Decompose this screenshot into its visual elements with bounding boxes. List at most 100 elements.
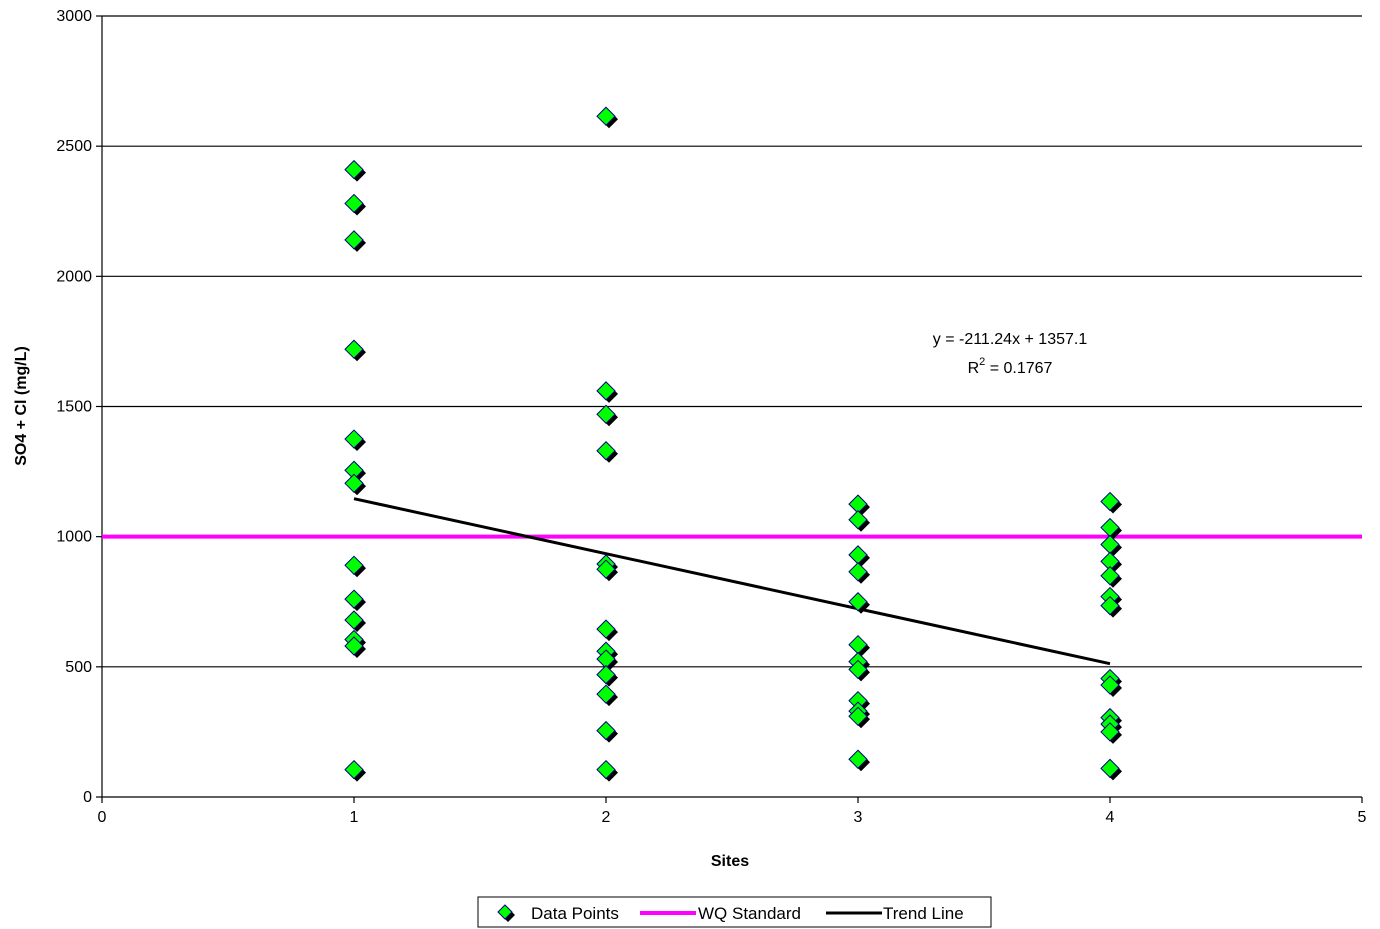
- marker-face: [497, 904, 513, 920]
- legend-label-wq-standard: WQ Standard: [698, 904, 801, 923]
- trend-line: [353, 497, 1111, 666]
- r2-prefix: R: [968, 360, 980, 377]
- legend-label-data-points: Data Points: [531, 904, 619, 923]
- x-tick-label-3: 3: [854, 809, 863, 826]
- y-tick-label-1500: 1500: [56, 399, 92, 416]
- x-tick-label-2: 2: [602, 809, 611, 826]
- marker-face: [344, 159, 364, 180]
- data-point: [1100, 517, 1122, 540]
- marker-face: [344, 429, 364, 449]
- marker-face: [344, 759, 364, 780]
- data-point: [596, 619, 618, 642]
- marker-face: [596, 684, 616, 704]
- data-point: [344, 159, 366, 182]
- data-point: [596, 559, 618, 582]
- marker-face: [596, 441, 616, 461]
- data-point: [596, 381, 618, 403]
- marker-face: [596, 381, 616, 401]
- trend-equation-annotation: y = -211.24x + 1357.1 R2 = 0.1767: [933, 331, 1088, 377]
- marker-face: [1100, 722, 1120, 742]
- marker-face: [1100, 758, 1120, 779]
- legend-marker-diamond: [497, 904, 515, 922]
- data-point: [344, 193, 366, 216]
- legend-item-trend-line: Trend Line: [826, 904, 964, 923]
- data-point: [848, 592, 870, 614]
- data-point: [596, 404, 618, 427]
- y-axis-title: SO4 + Cl (mg/L): [13, 346, 30, 466]
- legend-box: [477, 896, 992, 928]
- marker-face: [596, 559, 616, 579]
- marker-face: [848, 749, 868, 769]
- data-point: [596, 684, 618, 707]
- data-point: [1100, 722, 1122, 744]
- gridlines: [102, 15, 1362, 668]
- marker-face: [848, 706, 868, 727]
- marker-face: [596, 619, 616, 639]
- marker-face: [344, 230, 364, 250]
- y-tick-label-2000: 2000: [56, 268, 92, 285]
- marker-face: [848, 510, 868, 530]
- data-point: [848, 510, 870, 532]
- data-point: [344, 473, 366, 496]
- marker-face: [344, 339, 364, 359]
- marker-face: [596, 404, 616, 425]
- legend-item-data-points: Data Points: [497, 904, 619, 923]
- data-points: [344, 106, 1122, 782]
- data-point: [1100, 758, 1122, 781]
- data-point: [848, 706, 870, 729]
- data-point: [1100, 534, 1122, 557]
- data-point: [596, 664, 618, 687]
- data-point: [1100, 595, 1122, 618]
- marker-face: [344, 610, 364, 630]
- marker-face: [848, 562, 868, 582]
- marker-face: [1100, 675, 1120, 695]
- marker-face: [596, 664, 616, 685]
- marker-face: [344, 193, 364, 214]
- marker-face: [344, 589, 364, 609]
- marker-face: [344, 555, 364, 576]
- marker-face: [344, 473, 364, 494]
- legend-diamond-marker: [497, 904, 515, 922]
- data-point: [596, 106, 618, 129]
- marker-face: [1100, 491, 1120, 512]
- x-tick-label-0: 0: [98, 809, 107, 826]
- y-tick-label-2500: 2500: [56, 138, 92, 155]
- marker-face: [1100, 595, 1120, 616]
- r-squared-label: R2 = 0.1767: [968, 356, 1053, 377]
- marker-face: [1100, 566, 1120, 586]
- legend-label-trend-line: Trend Line: [883, 904, 964, 923]
- marker-face: [344, 636, 364, 656]
- data-point: [596, 720, 618, 743]
- data-point: [344, 339, 366, 362]
- trend-equation: y = -211.24x + 1357.1: [933, 331, 1088, 348]
- data-point: [344, 589, 366, 612]
- y-tick-label-0: 0: [83, 789, 92, 806]
- marker-face: [848, 659, 868, 680]
- data-point: [344, 759, 366, 782]
- x-tick-label-4: 4: [1106, 809, 1115, 826]
- data-point: [1100, 491, 1122, 514]
- axes: [96, 15, 1363, 803]
- legend-item-wq-standard: WQ Standard: [640, 904, 801, 923]
- legend: Data Points WQ Standard Trend Line: [477, 896, 992, 928]
- data-point: [344, 636, 366, 659]
- y-tick-label-1000: 1000: [56, 529, 92, 546]
- marker-face: [848, 592, 868, 612]
- y-tick-label-3000: 3000: [56, 8, 92, 25]
- data-point: [344, 230, 366, 252]
- x-tick-label-5: 5: [1358, 809, 1367, 826]
- data-point: [848, 562, 870, 584]
- r2-value: = 0.1767: [985, 360, 1052, 377]
- marker-face: [596, 106, 616, 126]
- series-lines: [102, 497, 1362, 666]
- data-point: [596, 759, 618, 782]
- x-tick-label-1: 1: [350, 809, 359, 826]
- data-point: [848, 659, 870, 682]
- data-point: [596, 441, 618, 463]
- marker-face: [596, 759, 616, 780]
- data-point: [344, 429, 366, 452]
- data-point: [848, 634, 870, 657]
- data-point: [344, 610, 366, 632]
